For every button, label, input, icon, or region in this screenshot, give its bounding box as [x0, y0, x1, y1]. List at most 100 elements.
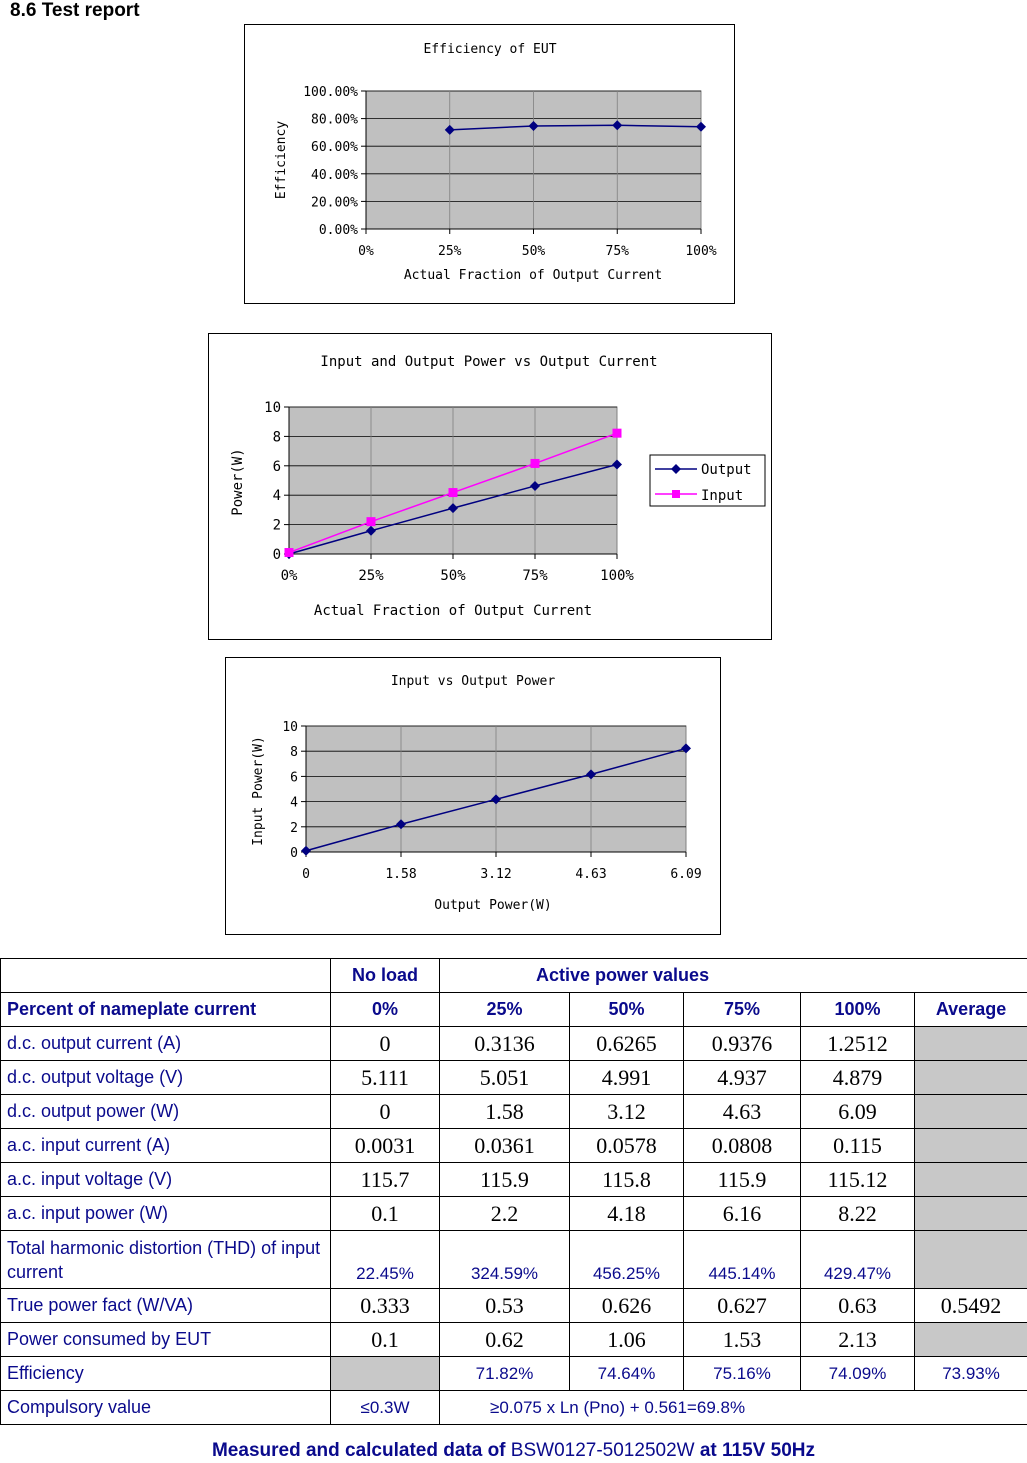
section-title: 8.6 Test report	[10, 0, 140, 21]
row-label: Power consumed by EUT	[0, 1322, 331, 1357]
data-cell: 74.64%	[569, 1356, 684, 1391]
y-tick-label: 0	[273, 547, 281, 563]
data-cell: 0.115	[800, 1128, 915, 1163]
data-cell: 0.333	[330, 1288, 440, 1323]
data-cell: 0.1	[330, 1196, 440, 1231]
legend: Output Input	[649, 454, 766, 507]
data-cell: 0.63	[800, 1288, 915, 1323]
gridlines	[361, 90, 702, 234]
empty-header-cell	[0, 958, 331, 993]
data-point	[396, 819, 406, 830]
chart-title: Input and Output Power vs Output Current	[320, 354, 657, 370]
data-cell: 3.12	[569, 1094, 684, 1129]
blank-cell	[913, 1230, 1027, 1289]
data-point	[530, 458, 540, 468]
column-header: 50%	[569, 992, 684, 1027]
data-cell: 4.18	[569, 1196, 684, 1231]
y-tick-label: 40.00%	[311, 168, 358, 183]
data-cell: 0.0361	[439, 1128, 570, 1163]
footer-suffix: at 115V 50Hz	[699, 1440, 815, 1461]
data-cell: 0.9376	[683, 1026, 801, 1061]
data-cell: 0.62	[439, 1322, 570, 1357]
y-tick-label: 8	[273, 429, 281, 445]
series-line	[449, 124, 702, 131]
data-cell: 0.6265	[569, 1026, 684, 1061]
data-cell: 0.627	[683, 1288, 801, 1323]
gridlines	[301, 725, 687, 857]
data-cell: 1.53	[683, 1322, 801, 1357]
x-tick-label: 0	[302, 867, 310, 882]
y-tick-labels: 0 2 4 6 8 10	[264, 400, 281, 563]
row-label: d.c. output voltage (V)	[0, 1060, 331, 1095]
compulsory-no-load: ≤0.3W	[330, 1390, 440, 1425]
y-tick-label: 6	[290, 770, 298, 785]
table-body: No load Active power values Percent of n…	[0, 958, 1027, 1027]
column-header: 75%	[683, 992, 801, 1027]
data-cell: 1.06	[569, 1322, 684, 1357]
x-tick-label: 6.09	[670, 867, 701, 882]
legend-output-marker	[671, 464, 681, 474]
compulsory-row: Compulsory value ≤0.3W ≥0.075 x Ln (Pno)…	[0, 1390, 1027, 1425]
data-cell: 115.9	[439, 1162, 570, 1197]
table-row: a.c. input voltage (V) 115.7 115.9 115.8 115…	[0, 1162, 1027, 1197]
data-cell: 73.93%	[913, 1356, 1027, 1391]
x-tick-label: 0%	[281, 568, 298, 584]
x-tick-labels: 0 1.58 3.12 4.63 6.09	[302, 867, 702, 882]
x-tick-label: 25%	[438, 244, 462, 259]
blank-cell	[913, 1128, 1027, 1163]
data-point	[612, 459, 622, 470]
data-point	[301, 845, 311, 856]
y-tick-labels: 0 2 4 6 8 10	[282, 720, 298, 861]
row-label: Total harmonic distortion (THD) of input…	[0, 1230, 331, 1289]
legend-box	[649, 454, 766, 507]
data-cell: 4.63	[683, 1094, 801, 1129]
table-row: d.c. output voltage (V) 5.111 5.051 4.991 4.…	[0, 1060, 1027, 1095]
y-tick-label: 0	[290, 846, 298, 861]
x-tick-label: 100%	[685, 244, 716, 259]
y-tick-label: 60.00%	[311, 140, 358, 155]
x-tick-label: 75%	[606, 244, 630, 259]
row-label: Compulsory value	[0, 1390, 331, 1425]
blank-cell	[330, 1356, 440, 1391]
table-row: a.c. input power (W) 0.1 2.2 4.18 6.16 8.22	[0, 1196, 1027, 1231]
x-tick-label: 75%	[522, 568, 548, 584]
y-tick-label: 2	[290, 821, 298, 836]
data-cell: 4.879	[800, 1060, 915, 1095]
y-tick-label: 4	[273, 488, 281, 504]
y-tick-label: 6	[273, 459, 281, 475]
no-load-header: No load	[330, 958, 440, 993]
y-tick-labels: 0.00% 20.00% 40.00% 60.00% 80.00% 100.00%	[303, 85, 358, 238]
test-data-table: No load Active power values Percent of n…	[0, 958, 1027, 1425]
data-rows: d.c. output current (A) 0 0.3136 0.6265 0.93…	[0, 1026, 1027, 1391]
data-cell: 2.2	[439, 1196, 570, 1231]
data-cell: 4.991	[569, 1060, 684, 1095]
data-cell: 115.12	[800, 1162, 915, 1197]
data-cell: 1.2512	[800, 1026, 915, 1061]
compulsory-active: ≥0.075 x Ln (Pno) + 0.561=69.8%	[438, 1390, 1027, 1425]
blank-cell	[913, 1060, 1027, 1095]
row-label: a.c. input current (A)	[0, 1128, 331, 1163]
legend-output-label: Output	[701, 462, 752, 478]
table-row: d.c. output power (W) 0 1.58 3.12 4.63 6.09	[0, 1094, 1027, 1129]
power-vs-current-chart: Input and Output Power vs Output Current…	[208, 333, 772, 640]
footer-model: BSW0127-5012502W	[510, 1440, 695, 1461]
y-tick-label: 10	[282, 720, 298, 735]
data-point	[586, 769, 596, 780]
column-header-row: Percent of nameplate current 0% 25% 50% …	[0, 992, 1027, 1027]
data-cell: 445.14%	[683, 1230, 801, 1289]
data-point	[448, 488, 458, 498]
data-cell: 456.25%	[569, 1230, 684, 1289]
legend-input-label: Input	[701, 488, 743, 504]
data-point	[612, 120, 623, 131]
x-tick-label: 4.63	[575, 867, 606, 882]
table-row: Total harmonic distortion (THD) of input…	[0, 1230, 1027, 1289]
data-cell: 6.09	[800, 1094, 915, 1129]
data-cell: 74.09%	[800, 1356, 915, 1391]
column-header: 25%	[439, 992, 570, 1027]
data-point	[612, 428, 622, 438]
data-cell: 22.45%	[330, 1230, 440, 1289]
column-header: 0%	[330, 992, 440, 1027]
x-tick-label: 1.58	[385, 867, 416, 882]
data-cell: 75.16%	[683, 1356, 801, 1391]
row-label: True power fact (W/VA)	[0, 1288, 331, 1323]
